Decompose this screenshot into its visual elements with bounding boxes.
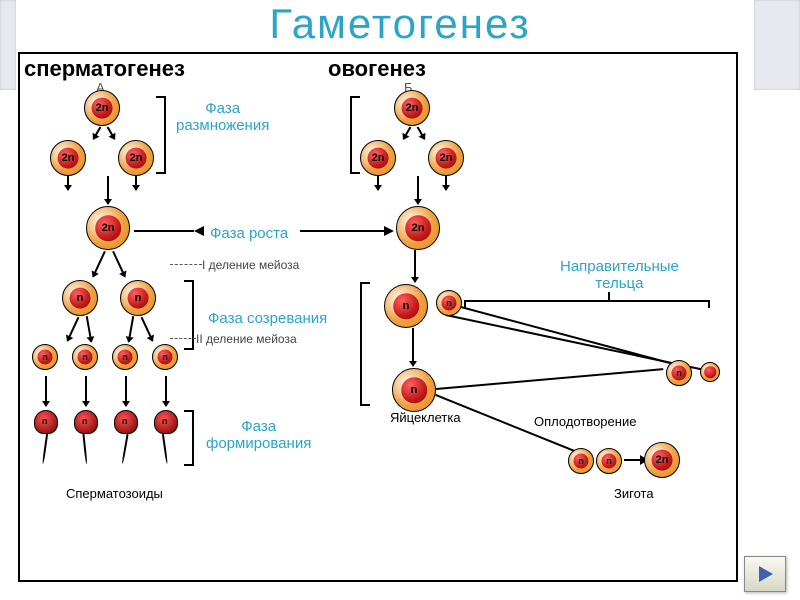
meiosis-line <box>170 264 202 265</box>
sperm-cell: n <box>74 410 98 434</box>
subtitle-spermatogenesis: сперматогенез <box>24 56 185 82</box>
cell: n <box>666 360 692 386</box>
meiosis-i-label: I деление мейоза <box>202 258 299 272</box>
cell: n <box>32 344 58 370</box>
arrow <box>165 376 167 406</box>
phase-maturation: Фаза созревания <box>208 310 327 327</box>
cell: 2n <box>118 140 154 176</box>
polar-bodies-label: Направительныетельца <box>560 258 679 293</box>
pointer-right <box>384 226 394 236</box>
cell: 2n <box>428 140 464 176</box>
arrow <box>445 176 447 190</box>
phase-proliferation: Фазаразмножения <box>176 100 269 135</box>
cell: 2n <box>360 140 396 176</box>
cell: 2n <box>86 206 130 250</box>
ploidy-label: 2n <box>102 222 115 234</box>
cell: n <box>72 344 98 370</box>
cell: n <box>120 280 156 316</box>
page-title: Гаметогенез <box>0 0 800 48</box>
ploidy-label: n <box>676 368 682 378</box>
arrow <box>107 176 109 204</box>
ploidy-label: 2n <box>130 152 143 164</box>
next-slide-button[interactable] <box>744 556 786 592</box>
pointer-line <box>300 230 384 232</box>
cell: n <box>112 344 138 370</box>
egg-label: Яйцеклетка <box>390 410 461 425</box>
ploidy-label: 2n <box>440 152 453 164</box>
cell: n <box>62 280 98 316</box>
bracket <box>360 282 370 406</box>
arrow <box>412 328 414 366</box>
ploidy-label: n <box>77 292 84 304</box>
phase-growth: Фаза роста <box>210 225 288 242</box>
subtitle-oogenesis: овогенез <box>328 56 426 82</box>
arrow <box>125 376 127 406</box>
ploidy-label: n <box>578 456 584 466</box>
cell: n <box>596 448 622 474</box>
pointer-left <box>194 226 204 236</box>
bracket <box>184 410 194 466</box>
arrow <box>414 250 416 282</box>
fertilization-label: Оплодотворение <box>534 414 636 429</box>
sperm-cell: n <box>34 410 58 434</box>
ploidy-label: n <box>606 456 612 466</box>
zygote-label: Зигота <box>614 486 654 501</box>
cell: 2n <box>50 140 86 176</box>
ploidy-label: 2n <box>372 152 385 164</box>
sperm-cell: n <box>154 410 178 434</box>
cell: 2n <box>396 206 440 250</box>
phase-formation: Фазаформирования <box>206 418 311 453</box>
ploidy-label: 2n <box>412 222 425 234</box>
spermatozoa-label: Сперматозоиды <box>66 486 163 501</box>
bracket <box>350 96 360 174</box>
ploidy-label: n <box>42 352 48 362</box>
decor-band-right <box>754 0 800 90</box>
arrow <box>377 176 379 190</box>
ploidy-label: n <box>446 298 452 308</box>
ploidy-label: 2n <box>656 454 669 466</box>
ploidy-label: n <box>135 292 142 304</box>
ploidy-label: 2n <box>62 152 75 164</box>
polar-bracket-stem <box>608 292 610 300</box>
cell: n <box>436 290 462 316</box>
pointer-line <box>134 230 194 232</box>
meiosis-ii-label: II деление мейоза <box>196 332 297 346</box>
ploidy-label: n <box>162 352 168 362</box>
ploidy-label: n <box>411 384 418 396</box>
meiosis-line <box>170 338 196 339</box>
cell: n <box>568 448 594 474</box>
arrow <box>85 376 87 406</box>
cell: n <box>152 344 178 370</box>
diagram-frame <box>18 52 738 582</box>
ploidy-label: n <box>403 300 410 312</box>
ploidy-label: 2n <box>406 102 419 114</box>
cell: 2n <box>644 442 680 478</box>
arrow <box>417 176 419 204</box>
arrow <box>45 376 47 406</box>
arrow <box>135 176 137 190</box>
ploidy-label: n <box>82 352 88 362</box>
cell <box>700 362 720 382</box>
arrow <box>67 176 69 190</box>
play-icon <box>753 562 777 586</box>
cell: 2n <box>84 90 120 126</box>
sperm-cell: n <box>114 410 138 434</box>
ploidy-label: n <box>122 352 128 362</box>
ploidy-label: 2n <box>96 102 109 114</box>
cell: n <box>392 368 436 412</box>
polar-bracket <box>464 300 710 308</box>
cell: 2n <box>394 90 430 126</box>
bracket <box>184 280 194 350</box>
decor-band-left <box>0 0 16 90</box>
cell: n <box>384 284 428 328</box>
bracket <box>156 96 166 174</box>
